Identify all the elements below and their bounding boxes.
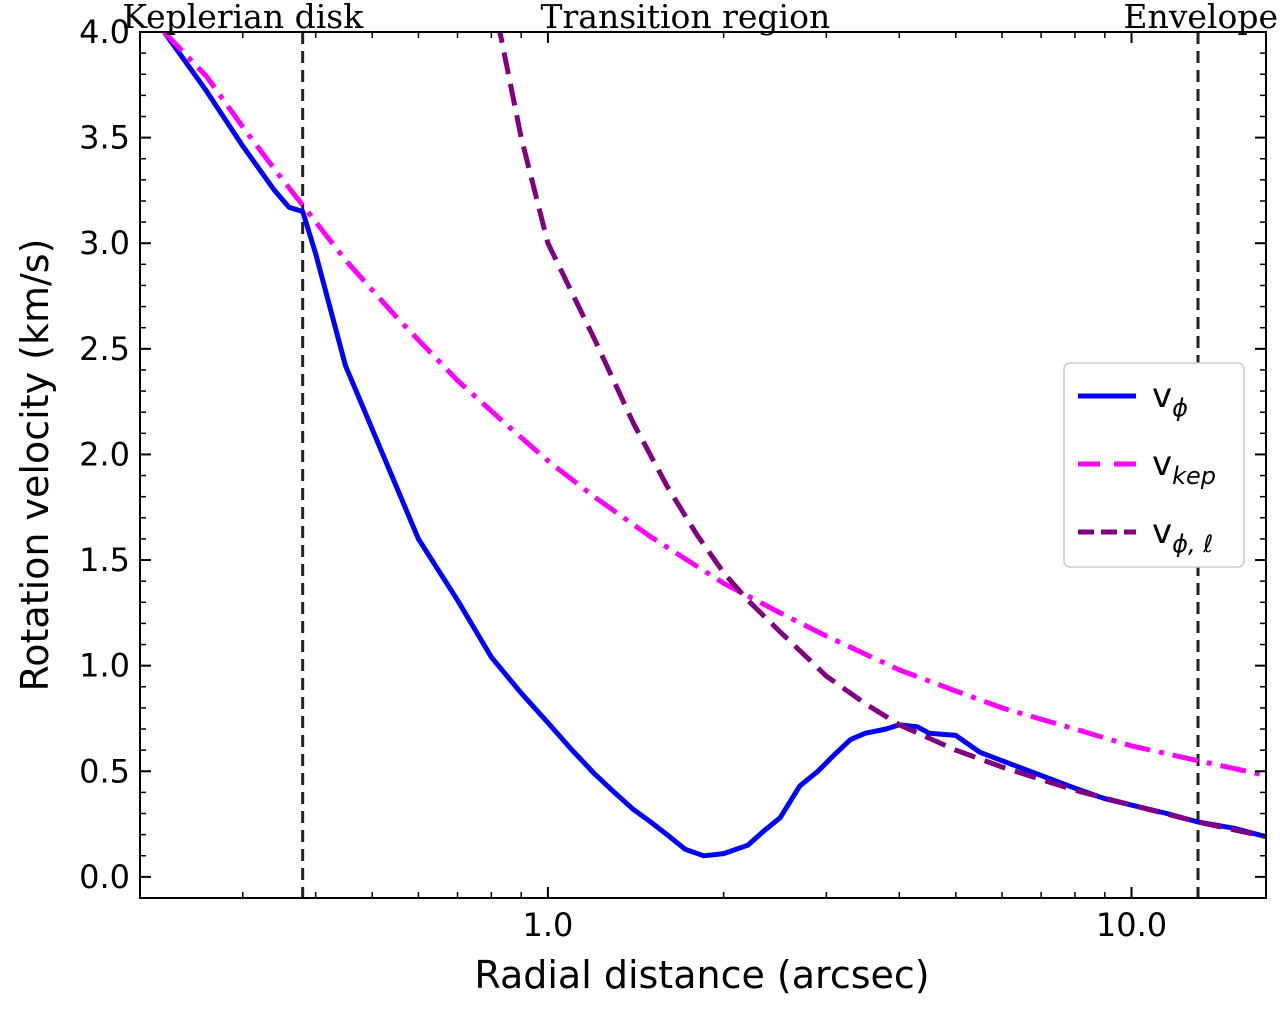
- plot-frame: [139, 31, 1267, 899]
- region-labels: Keplerian disk Transition region Envelope: [122, 0, 1278, 36]
- series-layer: [162, 32, 1266, 859]
- y-tick-label: 4.0: [79, 13, 130, 51]
- region-boundaries: [301, 32, 1200, 898]
- x-axis-title: Radial distance (arcsec): [474, 953, 929, 997]
- y-tick-label: 0.5: [79, 752, 130, 790]
- x-tick-label: 1.0: [522, 906, 573, 944]
- legend-box: [1063, 362, 1245, 568]
- y-tick-label: 0.0: [79, 858, 130, 896]
- region-label-1: Keplerian disk: [122, 0, 364, 36]
- region-label-2: Transition region: [541, 0, 831, 36]
- y-tick-label: 1.5: [79, 541, 130, 579]
- series-line-v-kep: [162, 32, 1266, 778]
- y-tick-label: 1.0: [79, 647, 130, 685]
- x-tick-label: 10.0: [1096, 906, 1167, 944]
- series-line-v-phi-l: [497, 32, 1266, 840]
- series-line-v-phi: [162, 32, 1266, 859]
- legend-label-v-phi: vϕ: [1152, 376, 1188, 422]
- region-label-3: Envelope: [1123, 0, 1278, 36]
- y-tick-label: 3.0: [79, 224, 130, 262]
- y-tick-label: 2.5: [79, 330, 130, 368]
- y-tick-label: 2.0: [79, 435, 130, 473]
- y-axis-title: Rotation velocity (km/s): [13, 239, 57, 692]
- y-tick-label: 3.5: [79, 119, 130, 157]
